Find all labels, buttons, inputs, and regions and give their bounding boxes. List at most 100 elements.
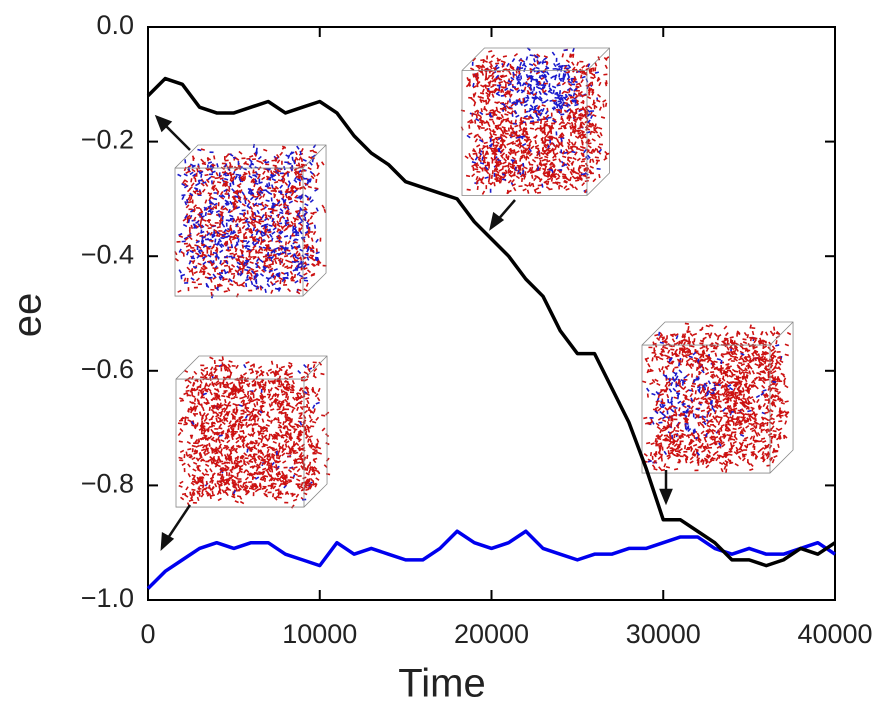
strand [236, 440, 239, 443]
strand [270, 282, 273, 285]
strand [273, 221, 274, 225]
strand [547, 72, 549, 75]
strand [510, 170, 511, 174]
strand [484, 106, 485, 110]
strand [191, 178, 192, 182]
strand [773, 371, 776, 373]
strand [582, 159, 586, 160]
strand [480, 163, 484, 164]
strand [216, 418, 217, 422]
strand [515, 120, 516, 124]
strand [711, 351, 715, 352]
strand [590, 112, 592, 116]
strand [297, 146, 299, 149]
strand [197, 399, 198, 403]
strand [535, 140, 536, 144]
strand [275, 372, 276, 376]
strand [248, 395, 249, 399]
strand [219, 435, 223, 436]
strand [214, 203, 218, 205]
strand [232, 436, 233, 440]
strand [502, 153, 505, 156]
strand [192, 268, 193, 272]
strand [221, 440, 225, 442]
strand [727, 340, 728, 344]
strand [221, 263, 224, 265]
strand [292, 505, 294, 508]
strand [248, 200, 250, 203]
strand [592, 139, 595, 141]
strand [246, 443, 247, 447]
strand [299, 157, 301, 161]
strand [290, 271, 292, 274]
strand [523, 170, 524, 174]
strand [188, 464, 190, 467]
strand [482, 147, 485, 150]
strand [496, 92, 499, 94]
strand [247, 267, 251, 268]
strand [477, 83, 478, 87]
strand [260, 483, 261, 487]
strand [593, 179, 596, 182]
strand [733, 441, 737, 443]
strand [281, 380, 282, 384]
strand [269, 271, 273, 272]
strand [489, 144, 492, 146]
strand [186, 487, 188, 490]
strand [529, 161, 530, 165]
strand [247, 275, 248, 279]
strand [589, 106, 592, 109]
strand [567, 178, 570, 181]
strand [296, 479, 300, 481]
strand [264, 455, 267, 457]
strand [725, 430, 729, 431]
strand [780, 360, 783, 362]
strand [535, 145, 539, 147]
strand [574, 130, 575, 134]
strand [523, 189, 527, 191]
strand [664, 347, 668, 348]
strand [254, 183, 258, 184]
strand [203, 254, 207, 255]
strand [301, 177, 302, 181]
strand [197, 386, 201, 387]
strand [575, 96, 578, 98]
strand [495, 154, 496, 158]
strand [599, 174, 600, 178]
strand [481, 122, 482, 126]
strand [307, 404, 308, 408]
strand [772, 421, 774, 424]
strand [187, 442, 190, 444]
strand [711, 366, 714, 368]
strand [246, 283, 247, 287]
strand [567, 167, 569, 170]
strand [236, 365, 238, 368]
strand [581, 79, 583, 82]
strand [230, 269, 231, 273]
strand [285, 222, 286, 226]
strand [562, 156, 566, 157]
strand [244, 436, 247, 439]
strand [213, 181, 214, 185]
strand [283, 263, 285, 266]
strand [501, 149, 504, 151]
strand [666, 375, 667, 379]
strand [297, 469, 300, 472]
strand [243, 245, 244, 249]
strand [536, 67, 540, 68]
strand [516, 131, 517, 135]
strand [690, 333, 693, 336]
strand [316, 417, 319, 420]
strand [478, 136, 481, 139]
strand [559, 102, 562, 104]
strand [246, 229, 250, 230]
strand [703, 337, 707, 339]
strand [725, 402, 729, 403]
strand [598, 146, 601, 148]
strand [667, 446, 670, 449]
strand [515, 101, 519, 102]
strand [270, 234, 272, 237]
strand [267, 454, 268, 458]
strand [551, 76, 554, 78]
strand [476, 145, 479, 147]
